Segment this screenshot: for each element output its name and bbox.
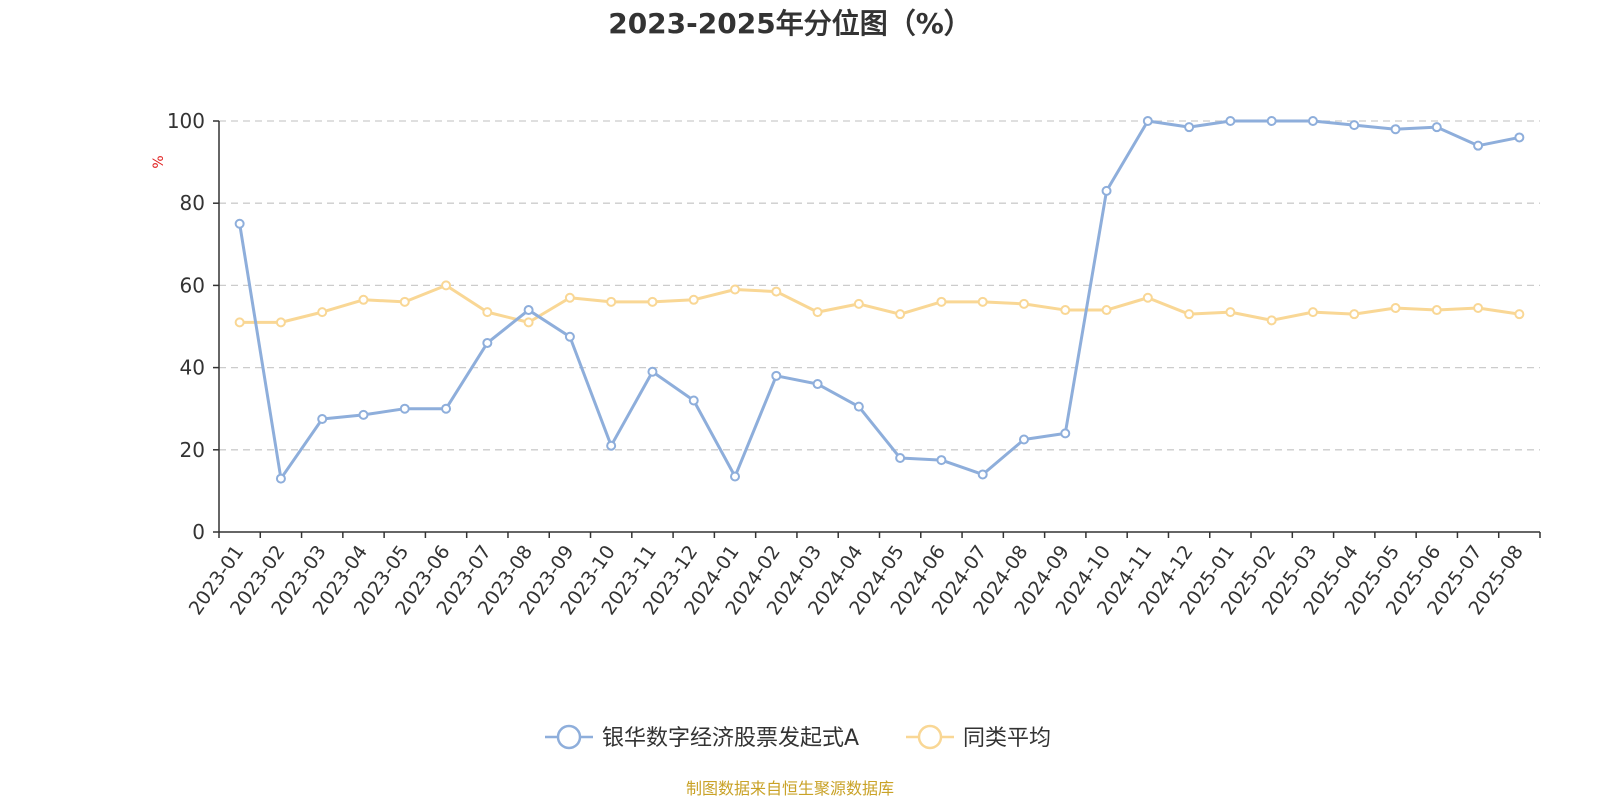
series-0-point-2024-03[interactable] [812,379,823,390]
series-0-point-2025-08[interactable] [1514,132,1525,143]
series-0-point-2025-06[interactable] [1431,122,1442,133]
series-1-point-2025-05[interactable] [1390,303,1401,314]
series-1-point-2025-04[interactable] [1349,309,1360,320]
series-0-point-2023-11[interactable] [647,366,658,377]
series-1-point-2024-10[interactable] [1101,305,1112,316]
data-source-note: 制图数据来自恒生聚源数据库 [686,779,894,798]
series-0 [234,116,1525,484]
series-1-point-2023-09[interactable] [564,292,575,303]
legend-swatch-marker-1 [917,724,943,750]
series-0-point-2023-06[interactable] [441,403,452,414]
series-0-point-2023-10[interactable] [606,440,617,451]
series-1-point-2023-11[interactable] [647,296,658,307]
chart-title: 2023-2025年分位图（%） [608,7,972,40]
series-1-point-2024-07[interactable] [977,296,988,307]
legend-item-0[interactable]: 银华数字经济股票发起式A [545,724,859,751]
series-0-point-2024-04[interactable] [853,401,864,412]
series-0-point-2025-05[interactable] [1390,124,1401,135]
grid-lines [219,120,1540,451]
series-0-point-2023-05[interactable] [399,403,410,414]
series-0-point-2023-12[interactable] [688,395,699,406]
legend-label-0: 银华数字经济股票发起式A [602,726,859,751]
y-tick-label-80: 80 [180,191,205,215]
axes [213,120,1541,538]
series-0-point-2023-04[interactable] [358,409,369,420]
series-1-point-2023-12[interactable] [688,294,699,305]
series-0-point-2024-11[interactable] [1142,116,1153,126]
y-tick-label-100: 100 [167,109,205,133]
series-0-point-2024-07[interactable] [977,469,988,480]
legend-item-1[interactable]: 同类平均 [906,724,1051,751]
series-0-point-2024-06[interactable] [936,455,947,466]
series-1-point-2025-08[interactable] [1514,309,1525,320]
series-0-point-2024-05[interactable] [895,453,906,464]
series-1-point-2024-08[interactable] [1018,298,1029,309]
series-0-point-2023-02[interactable] [275,473,286,484]
series-1-point-2024-11[interactable] [1142,292,1153,303]
series-line-1 [239,283,1520,324]
series-0-point-2025-01[interactable] [1225,116,1236,126]
series-line-0 [238,119,1520,481]
series-1-point-2025-03[interactable] [1307,307,1318,318]
series-1-point-2023-01[interactable] [234,317,245,328]
series-0-point-2025-07[interactable] [1473,140,1484,151]
x-tick-labels: 2023-012023-022023-032023-042023-052023-… [185,541,1528,619]
series-0-point-2024-10[interactable] [1101,185,1112,196]
series-0-point-2024-01[interactable] [730,471,741,482]
series-0-point-2024-02[interactable] [771,370,782,381]
series-1-point-2023-02[interactable] [275,317,286,328]
series-1-point-2023-03[interactable] [317,307,328,318]
y-axis-unit: % [151,155,167,168]
y-tick-labels: 0 20 40 60 80 100 [167,109,205,544]
series-1-point-2025-07[interactable] [1473,303,1484,314]
series-0-point-2023-03[interactable] [317,413,328,424]
legend-swatch-marker-0 [556,724,582,750]
y-tick-label-40: 40 [180,356,205,380]
series-1-point-2024-02[interactable] [771,286,782,297]
series-0-point-2023-01[interactable] [234,218,245,229]
series-1-point-2025-02[interactable] [1266,315,1277,326]
series-1-point-2023-04[interactable] [358,294,369,305]
series-0-point-2025-02[interactable] [1266,116,1277,126]
series-1-point-2024-06[interactable] [936,296,947,307]
series-1-point-2024-09[interactable] [1060,305,1071,316]
y-tick-label-60: 60 [180,273,205,297]
series-1-point-2023-06[interactable] [441,280,452,291]
series-1-point-2023-10[interactable] [606,296,617,307]
series-1-point-2024-05[interactable] [895,309,906,320]
legend-label-1: 同类平均 [963,726,1051,751]
series-0-point-2024-12[interactable] [1184,122,1195,133]
series-1 [234,280,1525,328]
series-1-point-2025-06[interactable] [1431,305,1442,316]
series-0-point-2025-04[interactable] [1349,120,1360,131]
series-lines [234,116,1525,484]
series-1-point-2023-05[interactable] [399,296,410,307]
series-1-point-2024-01[interactable] [730,284,741,295]
legend: 银华数字经济股票发起式A 同类平均 [545,724,1051,751]
series-0-point-2023-09[interactable] [564,331,575,342]
series-1-point-2024-04[interactable] [853,298,864,309]
series-0-point-2024-08[interactable] [1018,434,1029,445]
series-0-point-2024-09[interactable] [1060,428,1071,439]
series-0-point-2025-03[interactable] [1307,116,1318,126]
series-1-point-2023-07[interactable] [482,307,493,318]
series-1-point-2024-12[interactable] [1184,309,1195,320]
y-tick-label-0: 0 [192,520,205,544]
series-1-point-2025-01[interactable] [1225,307,1236,318]
series-1-point-2024-03[interactable] [812,307,823,318]
series-0-point-2023-08[interactable] [523,305,534,316]
series-0-point-2023-07[interactable] [482,337,493,348]
y-tick-label-20: 20 [180,438,205,462]
series-1-point-2023-08[interactable] [523,317,534,328]
